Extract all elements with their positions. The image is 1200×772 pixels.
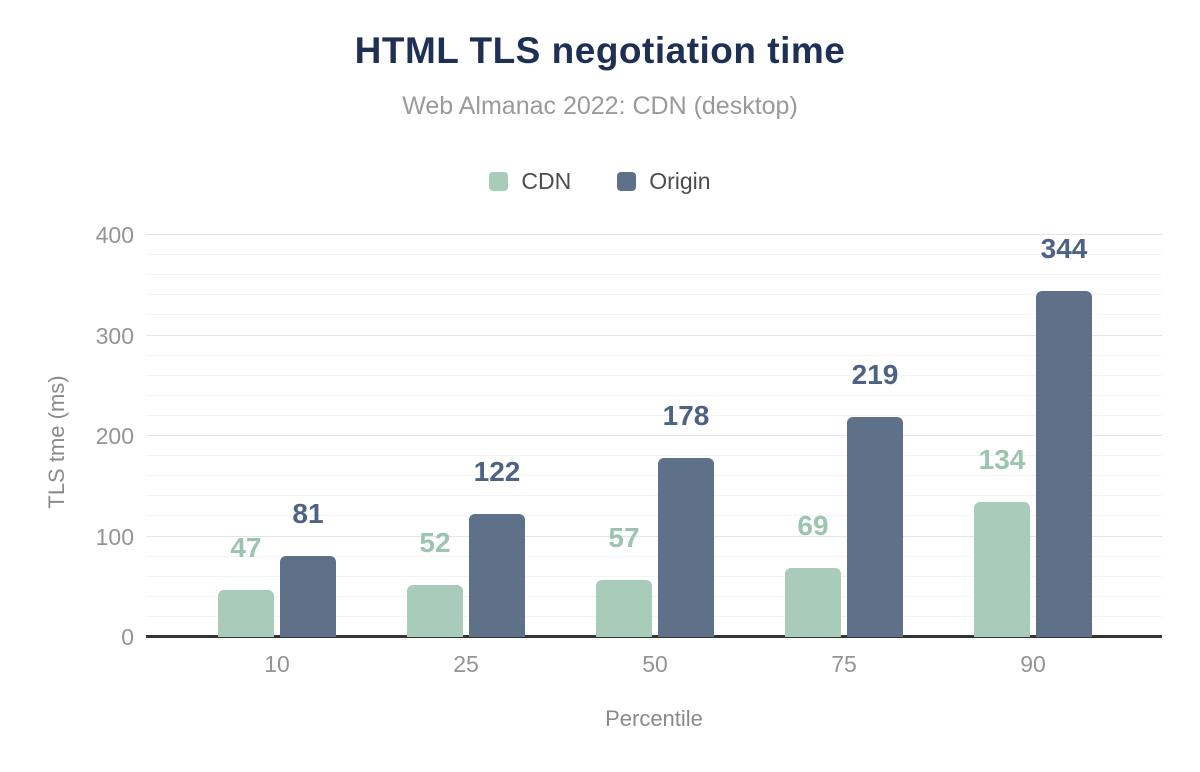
bar-cdn-p50: [596, 579, 652, 637]
x-tick-label-10: 10: [264, 651, 290, 677]
y-tick-label-100: 100: [95, 523, 134, 550]
legend: CDN Origin: [0, 168, 1200, 195]
x-tick-label-75: 75: [831, 651, 857, 677]
value-label-cdn-p50: 57: [608, 521, 640, 553]
x-tick-label-90: 90: [1020, 651, 1046, 677]
y-tick-label-0: 0: [121, 624, 134, 650]
gridline-major-100: [146, 535, 1162, 537]
legend-item-cdn[interactable]: CDN: [489, 168, 571, 195]
bar-origin-p75: [847, 416, 903, 637]
value-label-cdn-p90: 134: [978, 444, 1026, 476]
value-label-cdn-p75: 69: [797, 509, 829, 541]
gridline-minor-160: [146, 475, 1162, 477]
gridline-minor-220: [146, 414, 1162, 416]
bar-origin-p90: [1036, 291, 1092, 637]
gridline-minor-320: [146, 314, 1162, 316]
legend-label-origin: Origin: [649, 168, 711, 194]
gridline-minor-260: [146, 374, 1162, 376]
gridline-major-300: [146, 334, 1162, 336]
chart-container: HTML TLS negotiation time Web Almanac 20…: [0, 30, 1200, 731]
chart-subtitle: Web Almanac 2022: CDN (desktop): [402, 92, 798, 120]
gridline-minor-280: [146, 354, 1162, 356]
value-label-cdn-p25: 52: [419, 526, 451, 558]
gridline-minor-380: [146, 254, 1162, 256]
gridline-major-400: [146, 234, 1162, 235]
value-label-cdn-p10: 47: [230, 531, 262, 563]
y-tick-label-200: 200: [95, 423, 134, 449]
gridline-minor-340: [146, 294, 1162, 296]
value-label-origin-p25: 122: [473, 456, 521, 488]
x-axis-title: Percentile: [605, 706, 703, 731]
legend-swatch-origin: [617, 172, 637, 191]
value-label-origin-p90: 344: [1040, 233, 1088, 265]
gridline-minor-140: [146, 495, 1162, 497]
gridline-major-200: [146, 435, 1162, 436]
bar-cdn-p10: [218, 589, 274, 637]
value-label-origin-p10: 81: [292, 497, 324, 529]
legend-label-cdn: CDN: [521, 168, 572, 194]
gridline-minor-120: [146, 515, 1162, 517]
gridline-minor-80: [146, 555, 1162, 557]
bar-origin-p50: [658, 458, 714, 637]
gridline-minor-180: [146, 455, 1162, 457]
gridline-minor-60: [146, 575, 1162, 577]
y-tick-label-300: 300: [95, 322, 134, 349]
bar-cdn-p75: [785, 567, 841, 637]
bar-cdn-p90: [974, 502, 1030, 637]
bar-cdn-p25: [407, 584, 463, 637]
y-tick-label-400: 400: [95, 222, 134, 248]
bar-origin-p25: [469, 514, 525, 637]
gridline-minor-240: [146, 394, 1162, 396]
bar-origin-p10: [280, 555, 336, 637]
x-tick-label-50: 50: [642, 651, 668, 677]
gridline-minor-20: [146, 615, 1162, 617]
chart-title: HTML TLS negotiation time: [354, 30, 846, 71]
value-label-origin-p75: 219: [851, 358, 899, 390]
x-tick-label-25: 25: [453, 651, 479, 677]
gridline-minor-360: [146, 274, 1162, 276]
legend-swatch-cdn: [489, 172, 509, 191]
legend-item-origin[interactable]: Origin: [617, 168, 711, 195]
plot-area: 47 81 52 122 57 178 69 219 134 344: [146, 233, 1162, 638]
gridline-minor-40: [146, 595, 1162, 597]
x-axis-line: [146, 635, 1162, 638]
value-label-origin-p50: 178: [662, 400, 710, 432]
